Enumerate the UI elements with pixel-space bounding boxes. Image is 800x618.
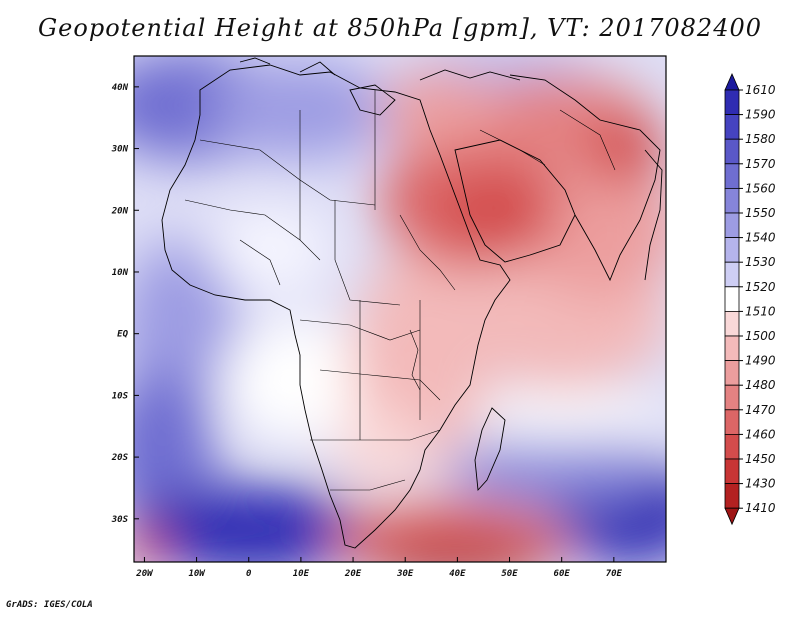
- colorbar-label: 1490: [745, 354, 776, 368]
- chart-title: Geopotential Height at 850hPa [gpm], VT:…: [38, 14, 762, 42]
- x-tick-label: 30E: [396, 569, 414, 579]
- coastlines: [161, 57, 663, 549]
- x-tick-label: 60E: [554, 569, 571, 579]
- y-tick-label: 10S: [112, 391, 129, 401]
- x-tick-label: 70E: [606, 569, 623, 579]
- colorbar-swatch: [724, 212, 740, 239]
- x-tick-label: 20E: [344, 569, 362, 579]
- colorbar-swatch: [724, 286, 740, 312]
- map-frame: [133, 55, 667, 563]
- colorbar-swatch: [724, 310, 740, 337]
- colorbar-label: 1550: [745, 206, 776, 220]
- colorbar-label: 1470: [745, 403, 776, 417]
- country-borders: [184, 90, 616, 491]
- colorbar-swatch: [724, 384, 740, 411]
- y-tick-label: EQ: [117, 330, 128, 340]
- y-tick-label: 20S: [111, 453, 129, 463]
- colorbar: 1610 1590 1580 1570 1560 1550 1540 1530 1520 1510…: [724, 73, 776, 526]
- colorbar-label: 1510: [745, 304, 776, 318]
- x-tick-label: 10E: [293, 569, 310, 579]
- colorbar-swatch: [724, 89, 740, 116]
- colorbar-swatch: [724, 409, 740, 435]
- colorbar-swatch: [724, 483, 740, 509]
- colorbar-label: 1570: [745, 157, 776, 171]
- colorbar-swatch: [724, 237, 740, 263]
- colorbar-swatch: [724, 163, 740, 189]
- x-tick-label: 50E: [501, 569, 518, 579]
- colorbar-swatch: [724, 138, 740, 165]
- colorbar-label: 1460: [745, 427, 776, 441]
- x-tick-label: 10W: [188, 569, 206, 579]
- y-tick-label: 10N: [112, 268, 129, 278]
- axis-ticks: 20W 10W 0 10E 20E 30E 40E 50E 60E 70E 40N 30N 20N 10N…: [111, 83, 623, 579]
- colorbar-swatch: [724, 187, 740, 214]
- colorbar-label: 1430: [745, 477, 776, 491]
- colorbar-label: 1580: [745, 132, 776, 146]
- x-tick-label: 0: [246, 569, 252, 579]
- colorbar-bottom-arrow: [724, 507, 740, 526]
- colorbar-swatch: [724, 433, 740, 460]
- colorbar-swatch: [724, 114, 740, 140]
- colorbar-label: 1520: [745, 280, 776, 294]
- x-tick-label: 20W: [135, 569, 154, 579]
- colorbar-top-arrow: [724, 73, 740, 91]
- colorbar-label: 1560: [745, 181, 776, 195]
- colorbar-label: 1590: [745, 108, 776, 122]
- colorbar-swatch: [724, 360, 740, 386]
- colorbar-label: 1410: [745, 501, 776, 515]
- y-tick-label: 40N: [112, 83, 129, 93]
- colorbar-swatch: [724, 261, 740, 288]
- y-tick-label: 20N: [111, 206, 129, 216]
- colorbar-label: 1610: [745, 83, 776, 97]
- colorbar-label: 1500: [745, 329, 776, 343]
- x-tick-label: 40E: [449, 569, 466, 579]
- colorbar-label: 1540: [745, 231, 776, 245]
- colorbar-swatch: [724, 335, 740, 362]
- y-tick-label: 30N: [111, 145, 129, 155]
- footer-credit: GrADS: IGES/COLA: [6, 600, 93, 610]
- y-tick-label: 30S: [111, 515, 129, 525]
- colorbar-label: 1450: [745, 452, 776, 466]
- colorbar-swatch: [724, 458, 740, 485]
- colorbar-label: 1530: [745, 255, 776, 269]
- colorbar-label: 1480: [745, 378, 776, 392]
